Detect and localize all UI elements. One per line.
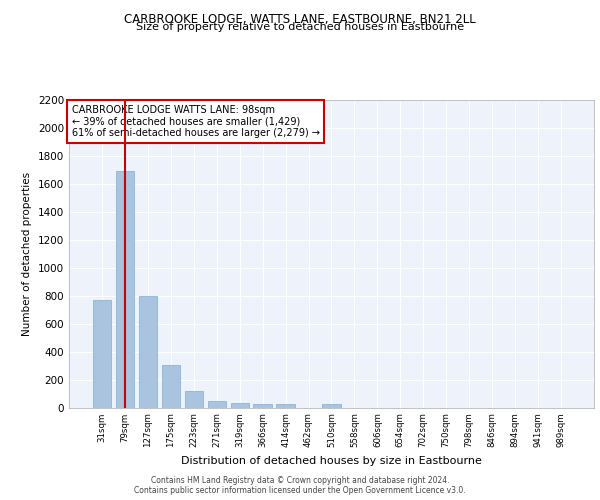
Bar [162,365,180,408]
Text: Contains HM Land Registry data © Crown copyright and database right 2024.
Contai: Contains HM Land Registry data © Crown c… [134,476,466,495]
Bar [230,402,249,407]
Text: CARBROOKE LODGE, WATTS LANE, EASTBOURNE, BN21 2LL: CARBROOKE LODGE, WATTS LANE, EASTBOURNE,… [124,12,476,26]
Bar [277,404,295,407]
Bar [208,401,226,407]
Bar [93,300,111,408]
Text: Size of property relative to detached houses in Eastbourne: Size of property relative to detached ho… [136,22,464,32]
X-axis label: Distribution of detached houses by size in Eastbourne: Distribution of detached houses by size … [181,456,482,466]
Bar [116,172,134,408]
Bar [139,296,157,408]
Bar [322,404,341,407]
Y-axis label: Number of detached properties: Number of detached properties [22,172,32,336]
Bar [185,392,203,407]
Bar [253,404,272,407]
Text: CARBROOKE LODGE WATTS LANE: 98sqm
← 39% of detached houses are smaller (1,429)
6: CARBROOKE LODGE WATTS LANE: 98sqm ← 39% … [71,104,320,138]
